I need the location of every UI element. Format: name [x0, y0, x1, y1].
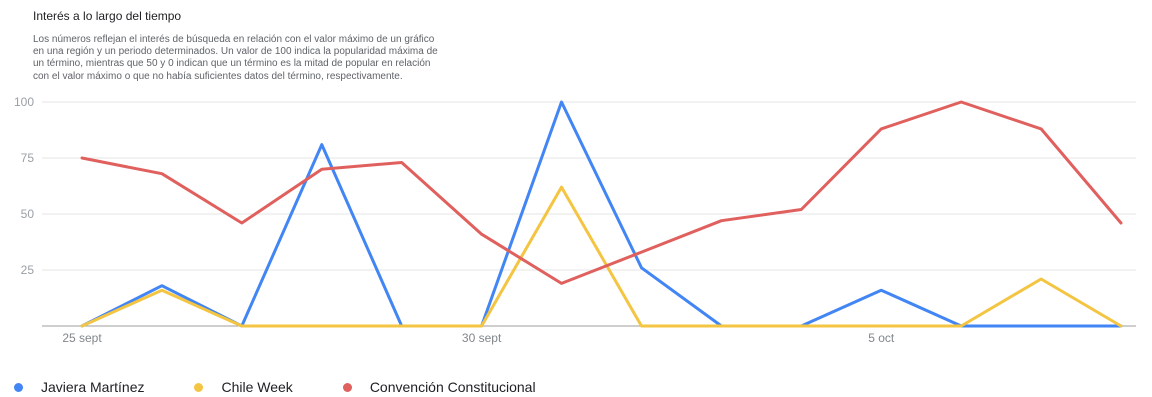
legend-item-chile-week[interactable]: Chile Week: [194, 378, 293, 396]
x-tick-label: 30 sept: [462, 331, 502, 345]
x-tick-label: 5 oct: [868, 331, 895, 345]
series-line: [80, 185, 1123, 328]
line-chart: 25 50 75 100 25 sept 30 sept 5 oct: [14, 95, 1136, 345]
y-tick-label: 25: [21, 263, 35, 277]
legend-label: Javiera Martínez: [41, 379, 145, 395]
y-tick-label: 100: [14, 95, 34, 109]
series-color-dot-icon: [194, 382, 204, 392]
legend-label: Chile Week: [221, 379, 293, 395]
legend-item-convencion[interactable]: Convención Constitucional: [342, 378, 536, 396]
series-color-dot-icon: [14, 382, 23, 392]
series-line: [80, 100, 1123, 285]
chart-title: Interés a lo largo del tiempo: [33, 9, 182, 23]
series-line: [80, 100, 1123, 328]
y-tick-label: 50: [21, 207, 35, 221]
series-color-dot-icon: [342, 382, 352, 392]
x-tick-label: 25 sept: [62, 331, 102, 345]
legend-label: Convención Constitucional: [369, 379, 536, 395]
y-tick-label: 75: [21, 151, 35, 165]
chart-note: Los números reflejan el interés de búsqu…: [33, 34, 449, 83]
legend-item-javiera[interactable]: Javiera Martínez: [14, 378, 144, 396]
chart-legend: Javiera Martínez Chile Week Convención C…: [14, 378, 586, 396]
